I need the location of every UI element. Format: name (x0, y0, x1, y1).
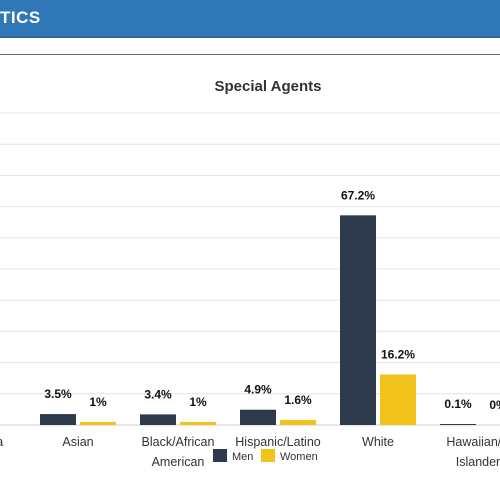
chart-title: Special Agents (215, 78, 322, 95)
bar-men (40, 414, 76, 425)
value-label: 1.6% (284, 393, 312, 407)
legend-swatch-women (261, 449, 275, 462)
header-bar: TICS (0, 0, 500, 38)
legend-label-men: Men (232, 451, 253, 463)
legend: Men Women (213, 449, 318, 463)
value-label: 67.2% (341, 188, 375, 202)
category-label: Islander (456, 455, 500, 469)
legend-label-women: Women (280, 451, 318, 463)
value-label: 0% (489, 398, 500, 412)
bar-women (280, 420, 316, 425)
category-label: Asian (62, 435, 93, 449)
value-labels: %3.5%3.4%4.9%67.2%0.1%1%1%1.6%16.2%0% (44, 188, 500, 412)
bar-chart: Special Agents %3.5%3.4%4.9%67.2%0.1%1%1… (0, 78, 500, 469)
value-label: 1% (89, 395, 107, 409)
category-label: White (362, 435, 394, 449)
value-label: 0.1% (444, 397, 472, 411)
value-label: 3.4% (144, 387, 172, 401)
category-label: Hispanic/Latino (235, 435, 321, 449)
category-label: Black/African (142, 435, 215, 449)
bar-men (140, 414, 176, 425)
gridlines (0, 112, 500, 426)
category-label: American (152, 455, 205, 469)
value-label: 4.9% (244, 383, 272, 397)
legend-swatch-men (213, 449, 227, 462)
bar-women (180, 421, 216, 425)
bar-women (80, 421, 116, 425)
bar-men (440, 424, 476, 425)
bars (40, 215, 476, 425)
bar-women (380, 374, 416, 425)
category-label: Hawaiian/P (446, 435, 500, 449)
bar-men (340, 215, 376, 425)
category-labels: aska Asian Black/African American Hispanic/L… (0, 435, 500, 469)
category-label: aska (0, 435, 3, 449)
value-label: 16.2% (381, 347, 415, 361)
value-label: 3.5% (44, 387, 72, 401)
chart-panel: Special Agents %3.5%3.4%4.9%67.2%0.1%1%1… (0, 54, 500, 501)
value-label: 1% (189, 395, 207, 409)
page-title: TICS (0, 8, 41, 27)
bar-men (240, 409, 276, 425)
